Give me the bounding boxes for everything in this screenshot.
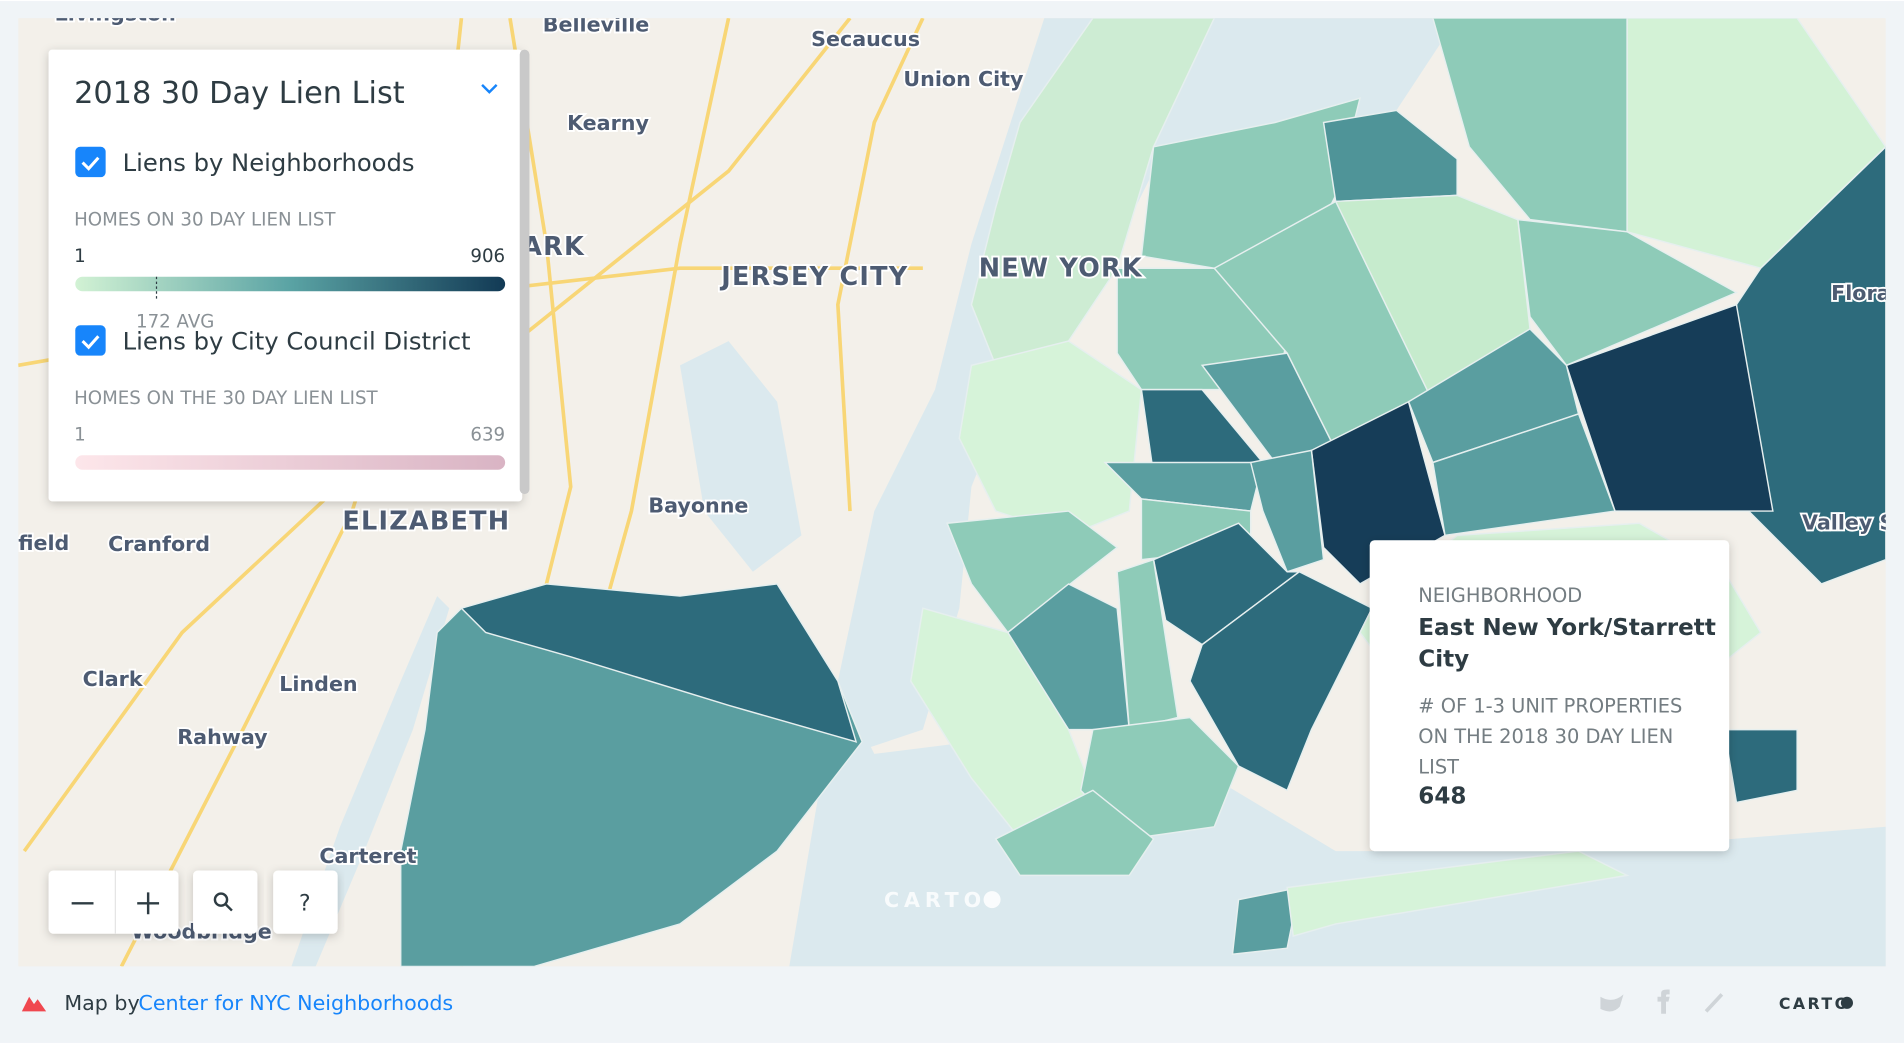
footer-prefix: Map by (64, 991, 139, 1015)
place-labels: Livingston Belleville Secaucus Union Cit… (18, 2, 1894, 945)
layer-name: Liens by Neighborhoods (123, 148, 415, 177)
place-label: Secaucus (811, 27, 920, 51)
tooltip-field: LIST (1418, 755, 1459, 778)
place-label: ARK (522, 232, 585, 262)
layer-checkbox[interactable] (75, 325, 106, 356)
brand-dot (1840, 996, 1853, 1009)
map-controls: ? (48, 870, 338, 934)
place-label: Livingston (55, 2, 176, 26)
search-icon (224, 903, 233, 912)
tooltip-name: City (1418, 647, 1469, 673)
legend-title: 2018 30 Day Lien List (74, 76, 405, 111)
footer: Map by Center for NYC Neighborhoods CART… (21, 989, 1853, 1015)
zoom-control (48, 870, 179, 934)
tooltip-field: ON THE 2018 30 DAY LIEN (1418, 725, 1673, 748)
place-label: Belleville (543, 12, 649, 36)
link-share[interactable] (1704, 993, 1724, 1013)
footer-brand: CARTO (1779, 994, 1851, 1013)
footer-link[interactable]: Center for NYC Neighborhoods (138, 991, 453, 1015)
tooltip-heading: NEIGHBORHOOD (1418, 584, 1582, 607)
twitter-share[interactable] (1600, 994, 1624, 1012)
legend-max: 639 (470, 425, 505, 446)
legend-panel: 2018 30 Day Lien List Liens by Neighborh… (48, 49, 530, 502)
tooltip-value: 648 (1418, 784, 1466, 810)
layer-label: HOMES ON 30 DAY LIEN LIST (74, 210, 336, 231)
place-label: ELIZABETH (342, 506, 510, 536)
staten-island (399, 583, 863, 967)
layer-label: HOMES ON THE 30 DAY LIEN LIST (74, 388, 378, 409)
place-label: Kearny (567, 111, 649, 135)
zoom-in[interactable] (137, 892, 160, 915)
color-ramp (75, 455, 506, 470)
place-label: Rahway (177, 725, 268, 749)
tooltip: NEIGHBORHOOD East New York/Starrett City… (1369, 540, 1730, 852)
tooltip-field: # OF 1-3 UNIT PROPERTIES (1418, 695, 1682, 718)
search-icon (213, 892, 229, 907)
place-label: Cranford (108, 532, 210, 556)
scrollbar[interactable] (519, 49, 530, 495)
legend-max: 906 (470, 246, 505, 267)
layer-checkbox[interactable] (75, 146, 106, 178)
help-label: ? (299, 892, 311, 917)
place-label: JERSEY CITY (719, 262, 908, 292)
legend-min: 1 (74, 425, 86, 446)
place-label: field (18, 531, 69, 555)
checkmark (81, 335, 100, 350)
tooltip-name: East New York/Starrett (1418, 615, 1716, 641)
legend-layers: Liens by Neighborhoods HOMES ON 30 DAY LI… (74, 146, 506, 470)
place-label: Linden (279, 672, 357, 696)
place-label: Bayonne (648, 493, 748, 517)
place-label: Carteret (319, 844, 416, 868)
carto-watermark: CARTO (884, 888, 986, 912)
place-label: NEW YORK (979, 254, 1143, 284)
help-button[interactable] (273, 870, 338, 934)
checkmark (81, 156, 100, 171)
collapse-toggle[interactable] (481, 83, 498, 94)
layer-name: Liens by City Council District (123, 327, 471, 356)
place-label: Flora (1831, 281, 1890, 305)
logo (21, 996, 47, 1012)
place-label: Union City (903, 67, 1024, 91)
facebook-share[interactable] (1657, 989, 1670, 1014)
avg-label: 172 AVG (136, 312, 214, 333)
place-label: Valley S (1802, 510, 1894, 534)
color-ramp (75, 276, 506, 292)
place-label: Clark (83, 667, 144, 691)
watermark-dot (983, 891, 1001, 909)
legend-min: 1 (74, 246, 86, 267)
